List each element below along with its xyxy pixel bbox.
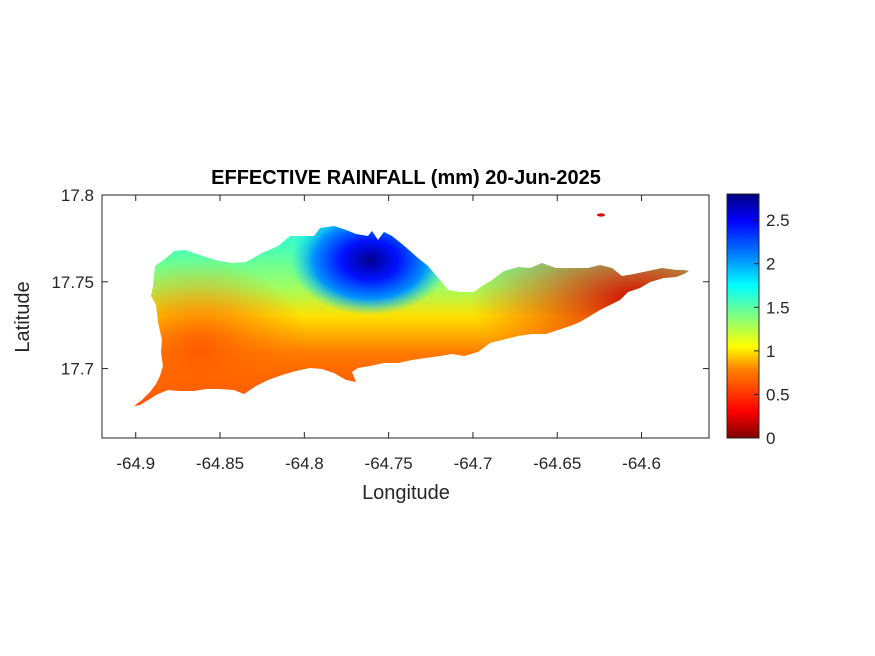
y-tick-label: 17.75 — [51, 273, 94, 292]
colorbar-ticks: 0 0.5 1 1.5 2 2.5 — [754, 211, 790, 448]
x-tick-label: -64.65 — [533, 454, 581, 473]
x-axis-label: Longitude — [362, 482, 450, 504]
colorbar-tick-label: 1 — [766, 342, 775, 361]
x-tick-label: -64.8 — [285, 454, 324, 473]
x-tick-label: -64.7 — [454, 454, 493, 473]
islet-marker — [597, 213, 605, 217]
y-tick-label: 17.7 — [61, 360, 94, 379]
colorbar-tick-label: 1.5 — [766, 298, 790, 317]
x-tick-label: -64.6 — [622, 454, 661, 473]
y-tick-label: 17.8 — [61, 186, 94, 205]
colorbar — [726, 193, 760, 439]
y-axis: 17.7 17.75 17.8 — [51, 186, 709, 379]
colorbar-tick-label: 0.5 — [766, 385, 790, 404]
colorbar-tick-label: 0 — [766, 429, 775, 448]
y-axis-label: Latitude — [12, 281, 34, 352]
colorbar-tick-label: 2.5 — [766, 211, 790, 230]
x-tick-label: -64.85 — [196, 454, 244, 473]
x-tick-label: -64.75 — [365, 454, 413, 473]
x-tick-label: -64.9 — [116, 454, 155, 473]
colorbar-tick-label: 2 — [766, 255, 775, 274]
x-axis: -64.9 -64.85 -64.8 -64.75 -64.7 -64.65 -64.6 — [116, 195, 661, 473]
chart-title: EFFECTIVE RAINFALL (mm) 20-Jun-2025 — [211, 167, 601, 189]
